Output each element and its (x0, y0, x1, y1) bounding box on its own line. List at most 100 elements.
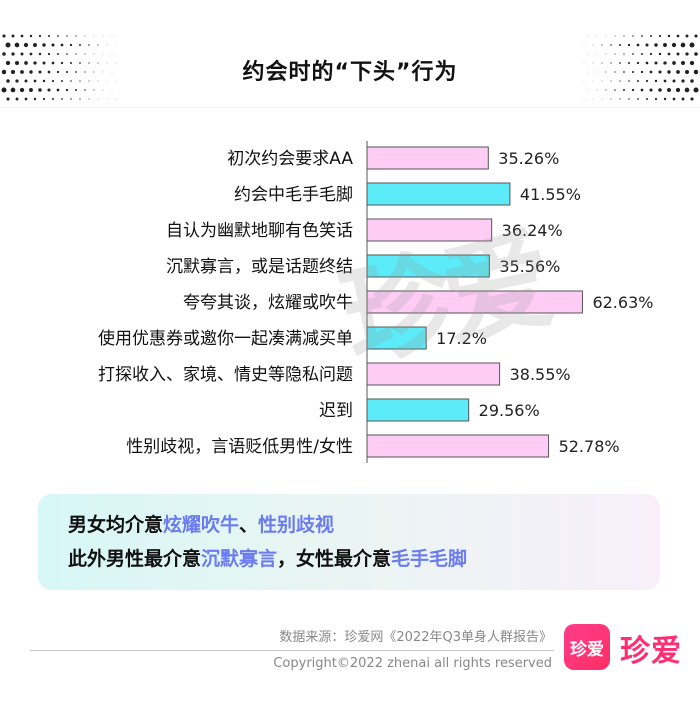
highlight-groping: 毛手毛脚 (391, 548, 468, 570)
value-label: 52.78% (559, 437, 620, 456)
halftone-dot (681, 97, 685, 101)
halftone-dot (51, 61, 55, 65)
halftone-dot (672, 61, 676, 65)
bar (366, 434, 550, 458)
category-label: 打探收入、家境、情史等隐私问题 (98, 365, 353, 385)
halftone-dot (1, 69, 7, 75)
halftone-dot (641, 53, 643, 55)
halftone-dot (33, 43, 37, 47)
halftone-dot (38, 34, 42, 38)
brand-logo-text: 珍爱 (620, 634, 682, 669)
halftone-dot (646, 98, 648, 100)
halftone-dot (88, 98, 90, 100)
halftone-dot (583, 44, 585, 46)
halftone-dot (627, 43, 631, 47)
halftone-dot (689, 60, 695, 66)
halftone-dot (676, 52, 680, 56)
halftone-dot (667, 88, 671, 92)
bar (366, 290, 583, 314)
halftone-dot (650, 35, 652, 37)
bar (366, 146, 489, 170)
halftone-dot (2, 34, 6, 38)
halftone-dot (619, 62, 621, 64)
summary-separator: 、 (239, 514, 259, 536)
bar (366, 362, 501, 386)
halftone-dot (52, 98, 54, 100)
halftone-dot (605, 89, 607, 91)
halftone-dot (15, 61, 19, 65)
halftone-dot (10, 87, 16, 93)
halftone-dot (111, 53, 113, 55)
halftone-dot (70, 80, 72, 82)
value-label: 17.2% (436, 329, 487, 348)
halftone-dot (614, 53, 616, 55)
halftone-dot (102, 89, 104, 91)
halftone-dot (5, 60, 11, 66)
halftone-dot (663, 43, 667, 47)
halftone-dot (33, 79, 37, 83)
halftone-dot (70, 62, 72, 64)
halftone-dot (658, 34, 662, 38)
halftone-dot (685, 52, 689, 56)
halftone-dot (29, 88, 33, 92)
halftone-dot (693, 87, 699, 93)
halftone-dot (587, 89, 589, 91)
halftone-dot (601, 44, 603, 46)
halftone-dot (115, 80, 117, 82)
halftone-dot (106, 98, 108, 100)
halftone-dot (47, 88, 51, 92)
halftone-dot (654, 97, 658, 101)
halftone-dot (56, 70, 60, 74)
halftone-dot (33, 61, 37, 65)
value-label: 62.63% (592, 293, 653, 312)
halftone-dot (11, 52, 15, 56)
halftone-dot (663, 79, 667, 83)
halftone-dot (11, 34, 15, 38)
summary-line-2-prefix: 此外男性最介意 (68, 548, 202, 570)
halftone-dot (24, 79, 28, 83)
halftone-dot (47, 70, 51, 74)
halftone-dot (75, 71, 77, 73)
halftone-dot (111, 35, 113, 37)
category-label: 性别歧视，言语贬低男性/女性 (126, 437, 353, 457)
halftone-dot (20, 52, 24, 56)
halftone-dot (605, 35, 607, 37)
halftone-dot (97, 98, 99, 100)
halftone-dot (61, 80, 63, 82)
halftone-dot (97, 80, 99, 82)
footer-divider (30, 650, 554, 651)
halftone-dot (79, 80, 81, 82)
halftone-dot (672, 79, 676, 83)
halftone-dot (694, 34, 698, 38)
halftone-dot (75, 89, 77, 91)
halftone-dot (645, 79, 649, 83)
halftone-dot (592, 98, 594, 100)
halftone-dot (84, 35, 86, 37)
halftone-dot (6, 97, 10, 101)
halftone-dot (689, 42, 695, 48)
halftone-dot (51, 79, 55, 83)
halftone-dot (632, 53, 634, 55)
halftone-dot (654, 43, 658, 47)
halftone-dot (681, 79, 685, 83)
halftone-dot (60, 43, 64, 47)
halftone-dot (592, 62, 594, 64)
category-label: 初次约会要求AA (227, 149, 353, 169)
halftone-dot (111, 89, 113, 91)
data-source: 数据来源：珍爱网《2022年Q3单身人群报告》 (279, 630, 552, 645)
halftone-dot (614, 35, 616, 37)
halftone-dot (637, 80, 639, 82)
halftone-dot (675, 87, 681, 93)
summary-line-1: 男女均介意炫耀吹牛、性别歧视 (68, 510, 334, 537)
brand-logo-box: 珍爱 (564, 624, 610, 670)
summary-line-1-prefix: 男女均介意 (68, 514, 164, 536)
highlight-boasting: 炫耀吹牛 (163, 514, 240, 536)
halftone-dot (676, 34, 680, 38)
halftone-dot (605, 71, 607, 73)
value-label: 35.26% (498, 149, 559, 168)
halftone-dot (15, 97, 19, 101)
halftone-dot (84, 71, 86, 73)
halftone-dot (631, 88, 635, 92)
halftone-dot (601, 62, 603, 64)
halftone-dot (619, 98, 621, 100)
